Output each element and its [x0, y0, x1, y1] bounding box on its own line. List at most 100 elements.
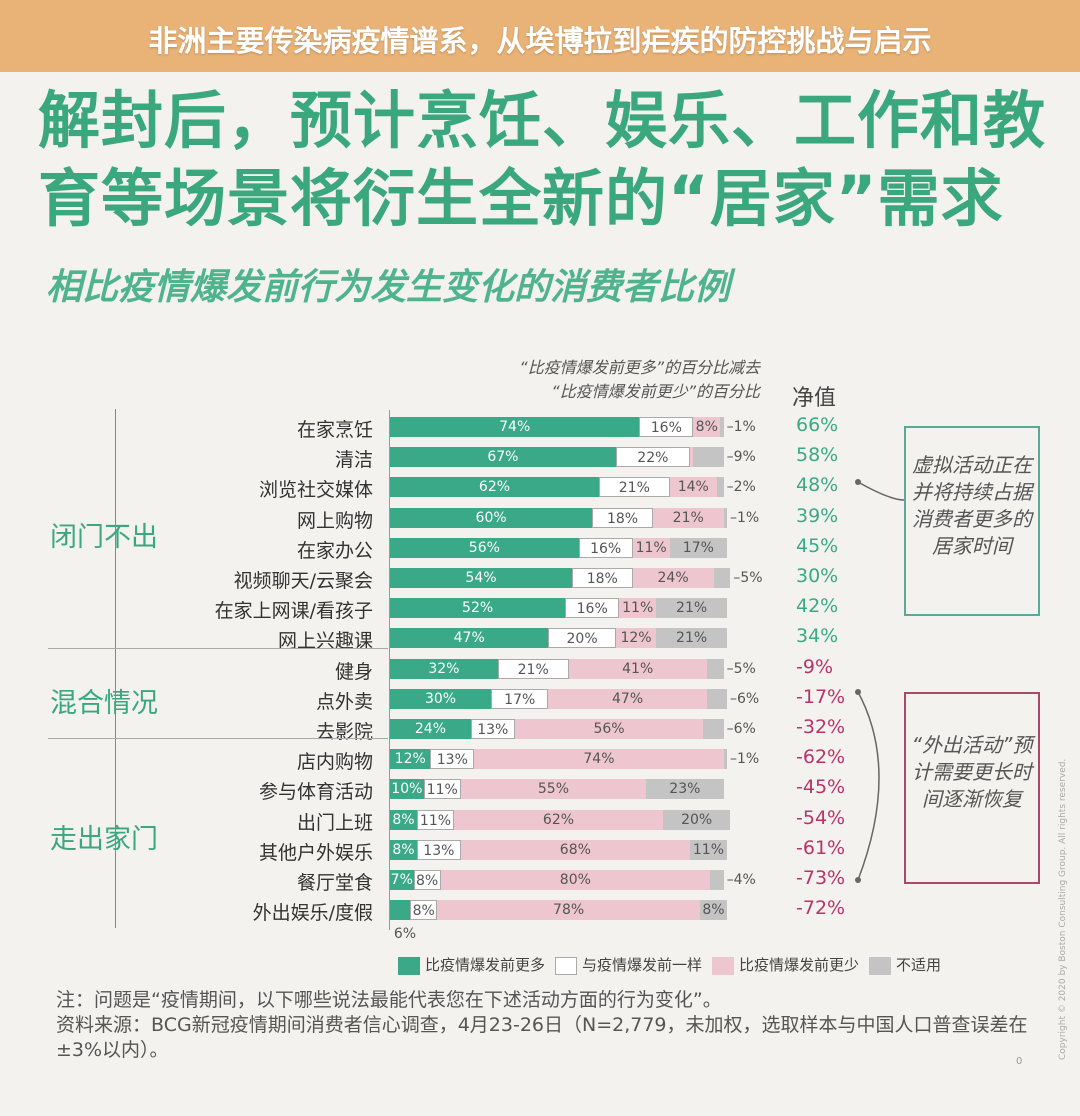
connector-dot [855, 479, 861, 485]
footnotes: 注：问题是“疫情期间，以下哪些说法最能代表您在下述活动方面的行为变化”。 资料来… [56, 988, 1046, 1063]
bar-segment-na [720, 417, 724, 437]
bar-segment-na: 17% [669, 537, 727, 558]
bar-segment-more: 54% [390, 568, 572, 588]
bar-segment-more: 30% [390, 688, 492, 709]
category-label: 店内购物 [296, 751, 373, 774]
chart-title: 相比疫情爆发前行为发生变化的消费者比例 [46, 267, 731, 308]
bar-segment-na [706, 688, 727, 709]
bar-segment-na [723, 749, 727, 770]
bar-segment-less: 11% [619, 598, 657, 619]
overlay-banner [0, 0, 1080, 72]
bar-value-label: –9% [726, 449, 756, 466]
bar-segment-na [703, 719, 724, 739]
bar-segment-na: 11% [689, 839, 727, 860]
category-label: 参与体育活动 [258, 781, 373, 804]
group-bracket-line [115, 409, 116, 657]
bar-segment-less: 47% [548, 688, 707, 709]
net-value: -72% [796, 897, 846, 920]
bar-segment-same: 18% [571, 568, 633, 588]
legend-label: 比疫情爆发前更多 [425, 956, 546, 974]
legend-item-more: 比疫情爆发前更多 [398, 954, 545, 975]
net-value: 42% [796, 595, 839, 618]
bar-segment-more: 56% [390, 537, 579, 558]
category-label: 去影院 [315, 721, 373, 743]
bar-segment-na [706, 658, 724, 679]
category-label: 餐厅堂食 [296, 872, 373, 894]
category-label: 出门上班 [296, 811, 373, 834]
legend-item-na: 不适用 [869, 954, 941, 975]
bar-value-label: –5% [726, 660, 756, 677]
bar-segment-more: 8% [390, 809, 417, 830]
bar-value-label: 6% [393, 926, 417, 943]
net-value: 39% [796, 504, 839, 527]
group-divider [48, 647, 388, 649]
bar-segment-less: 78% [437, 900, 701, 921]
bar-segment-same: 8% [413, 870, 441, 890]
group-divider [48, 738, 388, 740]
group-bracket-line [115, 741, 116, 929]
bar-segment-same: 16% [639, 417, 694, 437]
bar-segment-na [723, 507, 727, 528]
net-value: -17% [796, 685, 846, 708]
source-text: 资料来源：BCG新冠疫情期间消费者信心调查，4月23-26日（N=2,779，未… [56, 1014, 1028, 1061]
category-label: 在家上网课/看孩子 [214, 600, 373, 623]
bar-value-label: –4% [726, 872, 756, 888]
bar-segment-less: 24% [632, 568, 714, 588]
legend-swatch [712, 956, 735, 975]
bar-value-label: –6% [726, 721, 756, 737]
bar-segment-na [693, 447, 724, 468]
callout-connectors [855, 479, 905, 883]
bar-value-label: –2% [726, 479, 756, 496]
column-header: “比疫情爆发前更多”的百分比减去 “比疫情爆发前更少”的百分比 [440, 356, 760, 404]
legend-item-less: 比疫情爆发前更少 [712, 954, 859, 975]
legend-swatch [869, 956, 892, 975]
connector-dot [855, 877, 861, 883]
bar-segment-same: 8% [410, 900, 438, 921]
bar-segment-same: 18% [592, 507, 653, 528]
bar-segment-same: 13% [416, 839, 461, 860]
category-label: 其他户外娱乐 [258, 841, 373, 864]
bar-segment-na: 20% [662, 809, 731, 830]
category-label: 外出娱乐/度假 [252, 902, 373, 925]
y-axis-line [389, 410, 390, 930]
net-value: -45% [796, 776, 846, 799]
net-value: 66% [796, 414, 839, 436]
bar-segment-more: 24% [390, 719, 471, 739]
net-value: -54% [796, 806, 846, 829]
callout-virtual-activities: 虚拟活动正在并将持续占据消费者更多的居家时间 [904, 426, 1040, 616]
bar-segment-less: 14% [669, 477, 717, 498]
connector-line [857, 691, 880, 881]
category-label: 网上购物 [296, 509, 373, 532]
net-header: 净值 [792, 386, 837, 411]
net-value: -62% [796, 746, 846, 769]
net-value: 58% [796, 444, 839, 467]
bar-segment-more: 74% [390, 417, 640, 437]
bar-segment-less: 41% [568, 658, 707, 679]
bar-segment-less: 21% [652, 507, 724, 528]
bar-segment-same: 21% [598, 477, 670, 498]
net-value: 30% [796, 565, 839, 587]
column-header-line: “比疫情爆发前更少”的百分比 [551, 382, 760, 401]
bar-segment-na [716, 477, 724, 498]
bar-segment-more: 52% [390, 598, 566, 619]
group-label: 闭门不出 [50, 521, 158, 553]
connector-line [857, 481, 905, 501]
bar-segment-more: 32% [390, 658, 498, 679]
bar-segment-more: 47% [390, 628, 549, 649]
bar-segment-less: 74% [474, 749, 724, 770]
title-line-1: 解封后，预计烹饪、娱乐、工作和教 [38, 84, 1047, 157]
bar-segment-same: 22% [615, 447, 690, 468]
category-label: 在家烹饪 [296, 419, 373, 441]
banner-headline[interactable]: 非洲主要传染病疫情谱系，从埃博拉到疟疾的防控挑战与启示 [148, 24, 932, 58]
bar-segment-less: 80% [440, 870, 711, 890]
group-label: 走出家门 [50, 823, 158, 855]
bar-segment-same: 20% [548, 628, 616, 649]
category-label: 在家办公 [296, 539, 373, 562]
category-label: 视频聊天/云聚会 [233, 570, 373, 592]
net-value: 48% [796, 474, 839, 497]
group-bracket-line [115, 650, 116, 747]
legend: 比疫情爆发前更多 与疫情爆发前一样 比疫情爆发前更少 不适用 [398, 954, 941, 975]
note-text: 注：问题是“疫情期间，以下哪些说法最能代表您在下述活动方面的行为变化”。 [56, 989, 722, 1011]
legend-label: 与疫情爆发前一样 [582, 956, 703, 974]
bar-segment-more: 7% [390, 870, 414, 890]
